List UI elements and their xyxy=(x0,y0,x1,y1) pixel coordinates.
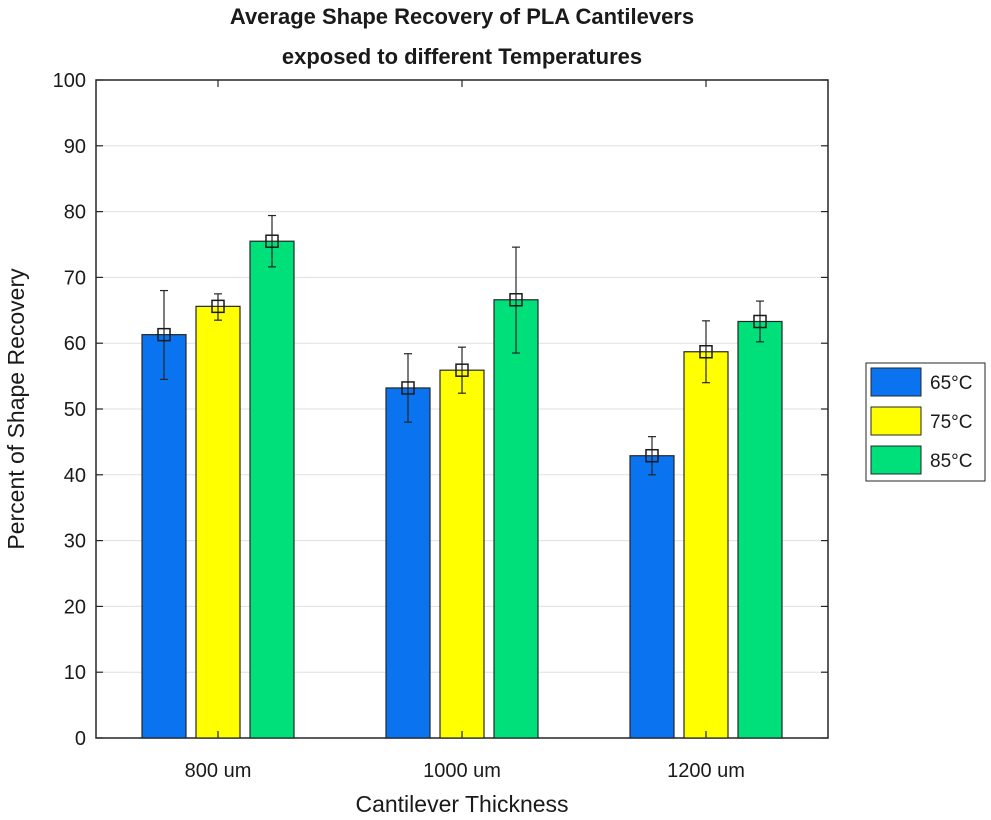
y-tick-label: 40 xyxy=(64,465,86,487)
legend-swatch-65c xyxy=(870,367,922,397)
y-tick-label: 10 xyxy=(64,662,86,684)
bar xyxy=(493,299,539,739)
mean-marker xyxy=(699,345,713,359)
x-axis-ticks: 800 um 1000 um 1200 um xyxy=(185,80,745,782)
bar xyxy=(683,351,729,739)
y-tick-label: 20 xyxy=(64,596,86,618)
mean-marker xyxy=(753,314,767,329)
bar xyxy=(249,240,295,739)
y-tick-label: 100 xyxy=(53,70,86,92)
x-tick-label: 800 um xyxy=(185,760,252,782)
mean-marker xyxy=(265,234,279,248)
legend-label-65c: 65°C xyxy=(930,373,972,394)
bar xyxy=(195,305,241,739)
y-tick-label: 60 xyxy=(64,333,86,355)
y-tick-label: 30 xyxy=(64,531,86,553)
x-tick-label: 1200 um xyxy=(667,760,745,782)
bar xyxy=(737,320,783,739)
y-axis-ticks: 0 10 20 30 40 50 60 70 80 90 100 xyxy=(53,70,828,750)
mean-marker xyxy=(211,299,225,314)
y-tick-label: 70 xyxy=(64,267,86,289)
chart-title-line-1: Average Shape Recovery of PLA Cantilever… xyxy=(230,4,694,29)
chart-title-line-2: exposed to different Temperatures xyxy=(282,44,642,69)
x-tick-label: 1000 um xyxy=(423,760,501,782)
y-tick-label: 80 xyxy=(64,202,86,224)
y-tick-label: 0 xyxy=(75,728,86,750)
y-axis-label: Percent of Shape Recovery xyxy=(3,268,29,550)
legend-swatch-75c xyxy=(870,406,922,436)
mean-marker xyxy=(645,448,659,463)
mean-marker xyxy=(157,327,171,342)
mean-marker xyxy=(401,381,415,395)
mean-marker xyxy=(509,293,523,307)
bar xyxy=(141,334,187,739)
legend: 65°C 75°C 85°C xyxy=(865,362,986,482)
bars xyxy=(141,240,783,739)
mean-marker xyxy=(455,363,469,377)
bar xyxy=(439,369,485,739)
bar xyxy=(385,387,431,739)
legend-swatch-85c xyxy=(870,445,922,475)
y-tick-label: 50 xyxy=(64,399,86,421)
y-tick-label: 90 xyxy=(64,136,86,158)
x-axis-label: Cantilever Thickness xyxy=(355,791,568,817)
legend-label-75c: 75°C xyxy=(930,412,972,433)
error-bars xyxy=(157,214,767,476)
bar xyxy=(629,455,675,739)
legend-label-85c: 85°C xyxy=(930,451,972,472)
